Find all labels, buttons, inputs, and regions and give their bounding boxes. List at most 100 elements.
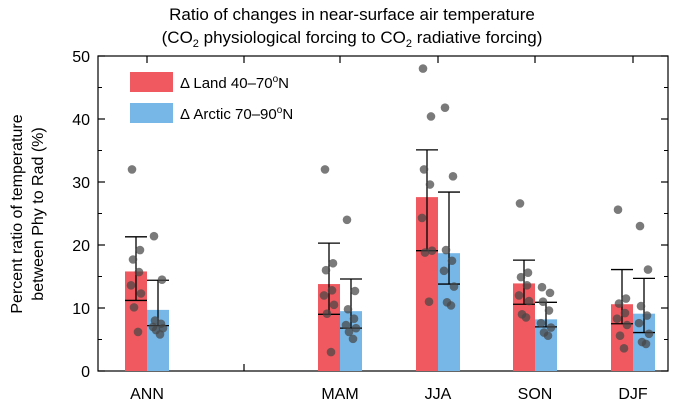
point-land-mam-0 (320, 165, 330, 174)
point-land-djf-6 (615, 331, 625, 341)
point-land-ann-2 (128, 255, 138, 264)
point-arctic-jja-7 (446, 301, 456, 310)
point-land-son-2 (516, 272, 526, 282)
point-arctic-son-2 (538, 297, 548, 307)
point-land-son-1 (523, 268, 533, 278)
x-tick-label-ann: ANN (130, 386, 164, 403)
point-land-jja-5 (427, 246, 437, 255)
point-arctic-mam-6 (344, 327, 354, 337)
x-axis: ANN MAM JJA SON DJF (130, 56, 648, 403)
chart-title-line2: (CO2 physiological forcing to CO2 radiat… (162, 28, 543, 50)
point-land-son-5 (524, 296, 534, 306)
point-land-jja-7 (424, 297, 434, 307)
y-tick-label-2: 20 (72, 238, 90, 255)
legend-swatch-arctic (130, 103, 173, 123)
point-arctic-son-0 (537, 282, 547, 292)
point-land-mam-4 (319, 291, 329, 300)
point-land-jja-0 (418, 64, 428, 73)
point-land-ann-3 (134, 267, 144, 277)
point-arctic-mam-3 (349, 314, 359, 324)
point-arctic-ann-1 (157, 275, 167, 284)
member-points (126, 64, 654, 357)
point-arctic-djf-5 (644, 329, 654, 339)
point-land-jja-6 (420, 248, 430, 257)
point-arctic-djf-4 (634, 318, 644, 328)
point-land-son-4 (514, 291, 524, 300)
point-land-djf-5 (622, 320, 632, 330)
point-arctic-mam-2 (343, 304, 353, 314)
point-land-son-3 (522, 281, 532, 290)
point-arctic-son-1 (545, 288, 555, 298)
point-land-ann-4 (126, 281, 136, 290)
legend-label-land: Δ Land 40–70oN (180, 74, 289, 92)
point-land-djf-3 (620, 308, 630, 318)
point-land-mam-2 (321, 265, 331, 275)
x-tick-label-mam: MAM (321, 386, 358, 403)
legend-swatch-land (130, 72, 173, 92)
point-arctic-jja-5 (449, 282, 459, 291)
y-tick-label-0: 0 (81, 364, 90, 381)
point-arctic-djf-0 (635, 221, 645, 231)
point-land-ann-5 (136, 289, 146, 298)
point-land-djf-7 (619, 344, 629, 353)
legend-label-arctic: Δ Arctic 70–90oN (180, 105, 293, 123)
plot-frame (97, 55, 669, 372)
x-tick-label-djf: DJF (618, 386, 648, 403)
bars (125, 197, 655, 371)
svg-text:Percent ratio of temperature: Percent ratio of temperature (9, 114, 26, 313)
x-tick-label-son: SON (518, 386, 553, 403)
y-tick-label-4: 40 (72, 112, 90, 129)
point-arctic-son-3 (544, 306, 554, 315)
point-arctic-djf-3 (642, 311, 652, 320)
point-arctic-jja-1 (448, 172, 458, 181)
point-arctic-mam-4 (341, 320, 351, 330)
point-land-jja-4 (417, 213, 427, 223)
y-tick-label-1: 10 (72, 301, 90, 318)
point-arctic-mam-1 (350, 286, 360, 296)
point-land-ann-7 (133, 327, 143, 337)
point-land-mam-6 (322, 309, 332, 318)
svg-text:between Phy to Rad (%): between Phy to Rad (%) (30, 127, 47, 300)
point-arctic-jja-4 (439, 266, 449, 276)
y-axis-label: Percent ratio of temperature between Phy… (9, 114, 47, 313)
point-land-son-0 (515, 199, 525, 208)
point-land-djf-1 (621, 294, 631, 303)
point-land-jja-1 (426, 112, 436, 121)
point-arctic-ann-0 (149, 231, 159, 241)
point-arctic-djf-1 (643, 265, 653, 274)
point-arctic-djf-2 (636, 301, 646, 311)
point-land-ann-1 (135, 245, 145, 255)
point-land-mam-1 (328, 258, 338, 268)
point-arctic-mam-5 (351, 323, 361, 333)
error-bars (125, 149, 655, 334)
point-land-jja-2 (419, 165, 429, 174)
point-land-ann-6 (129, 303, 139, 312)
point-land-mam-7 (326, 347, 336, 357)
x-tick-label-jja: JJA (425, 386, 452, 403)
point-land-djf-2 (614, 299, 624, 308)
point-land-djf-0 (613, 205, 623, 215)
point-land-djf-4 (612, 314, 622, 324)
bar-land-jja (416, 197, 438, 371)
point-arctic-jja-0 (440, 103, 450, 112)
point-arctic-djf-7 (641, 339, 651, 349)
point-land-mam-3 (327, 286, 337, 295)
chart-title-line1: Ratio of changes in near-surface air tem… (169, 5, 535, 24)
y-axis: 0 10 20 30 40 50 (72, 49, 668, 381)
y-tick-label-3: 30 (72, 175, 90, 192)
point-arctic-ann-7 (155, 330, 165, 339)
legend: Δ Land 40–70oN Δ Arctic 70–90oN (130, 72, 293, 123)
point-arctic-mam-0 (342, 215, 352, 225)
point-land-jja-3 (425, 180, 435, 189)
point-arctic-jja-3 (447, 256, 457, 266)
point-arctic-mam-7 (348, 334, 358, 344)
point-arctic-son-7 (543, 331, 553, 341)
point-land-ann-0 (127, 165, 137, 174)
point-land-mam-5 (329, 300, 339, 310)
point-land-son-7 (521, 313, 531, 322)
point-arctic-jja-2 (441, 245, 451, 255)
point-arctic-son-4 (536, 318, 546, 328)
y-tick-label-5: 50 (72, 49, 90, 66)
point-arctic-son-5 (546, 323, 556, 332)
